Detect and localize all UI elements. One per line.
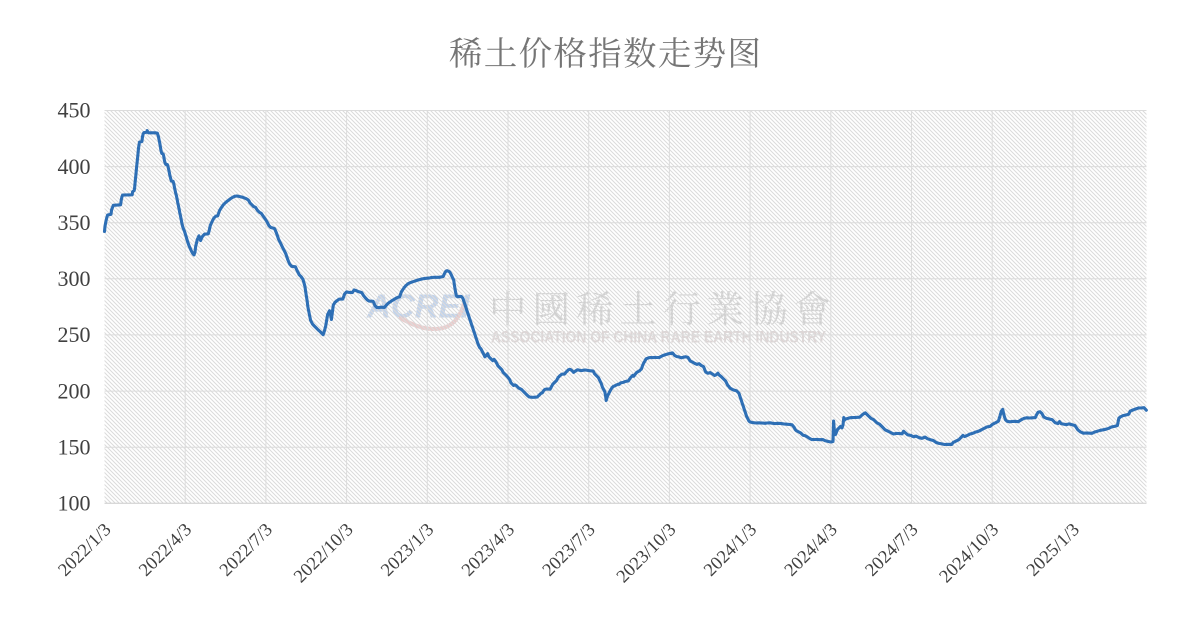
svg-text:300: 300: [58, 266, 91, 291]
svg-text:150: 150: [58, 434, 91, 459]
svg-text:100: 100: [58, 491, 91, 516]
svg-text:200: 200: [58, 378, 91, 403]
svg-text:350: 350: [58, 210, 91, 235]
svg-text:450: 450: [58, 98, 91, 123]
svg-text:400: 400: [58, 154, 91, 179]
svg-text:250: 250: [58, 322, 91, 347]
